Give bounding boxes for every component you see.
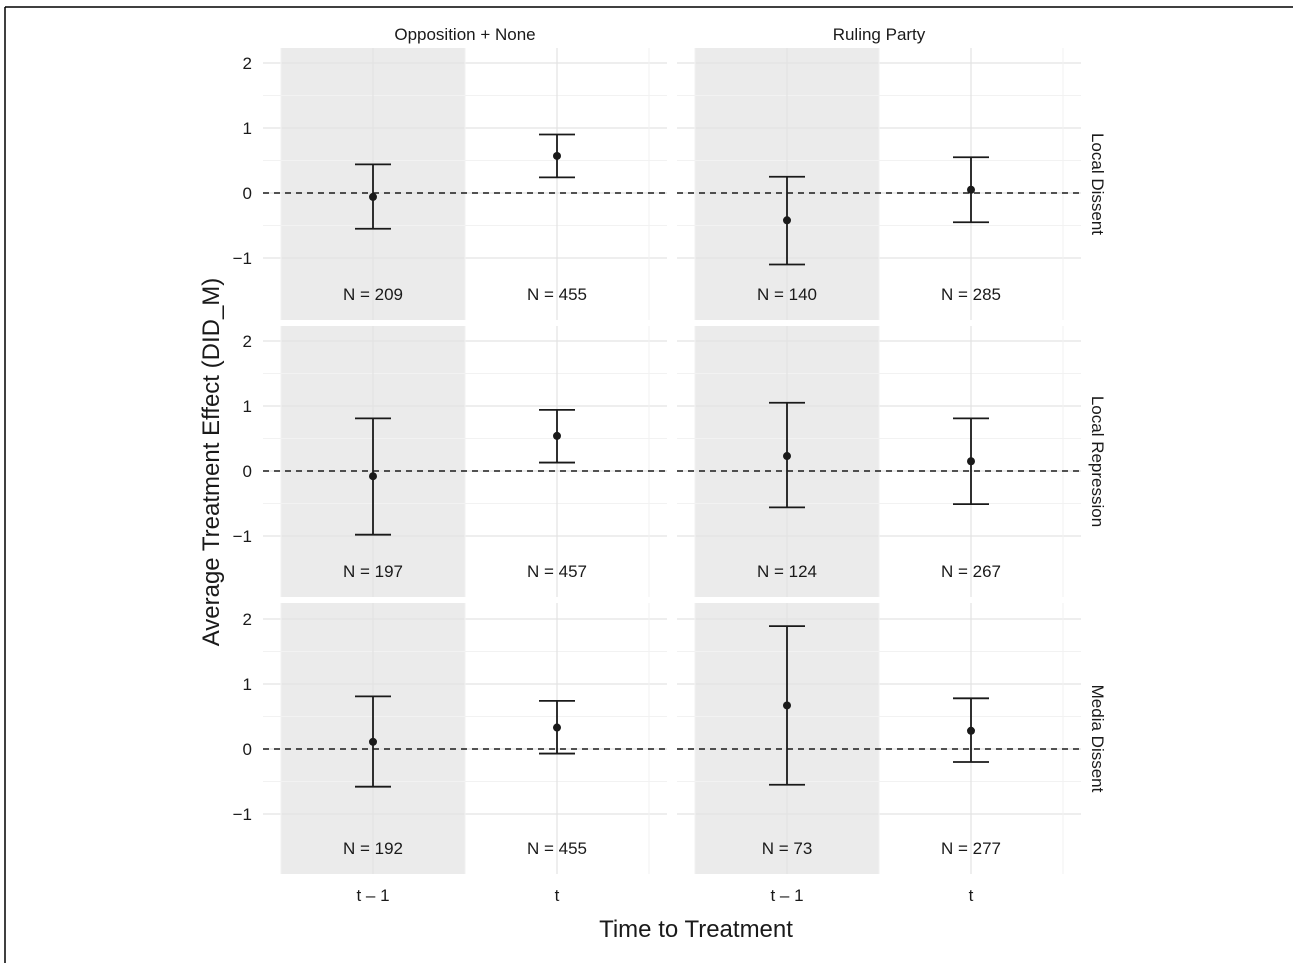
- point-estimate: [553, 431, 561, 440]
- n-label: N = 267: [941, 562, 1001, 581]
- n-label: N = 209: [343, 285, 403, 304]
- y-tick-label: 2: [243, 332, 252, 351]
- panel-opposition-none-media-dissent: N = 192 N = 455: [263, 603, 667, 874]
- n-label: N = 140: [757, 285, 817, 304]
- facet-label-media-dissent: Media Dissent: [1088, 685, 1107, 793]
- n-label: N = 285: [941, 285, 1001, 304]
- x-tick-label: t – 1: [356, 886, 389, 905]
- y-tick-label: 1: [243, 675, 252, 694]
- y-tick-label: 1: [243, 119, 252, 138]
- y-tick-label: 0: [243, 740, 252, 759]
- n-label: N = 73: [762, 839, 813, 858]
- errorbar-t: [953, 417, 989, 506]
- x-tick-label: t – 1: [770, 886, 803, 905]
- errorbar-t: [539, 133, 575, 179]
- facet-panels: N = 209 N = 455 N = 140 N = 285 N = 197 N = 4…: [263, 48, 1081, 874]
- errorbar-t-minus-1: [769, 401, 805, 509]
- n-label: N = 455: [527, 839, 587, 858]
- point-estimate: [967, 457, 975, 466]
- errorbar-t: [539, 700, 575, 755]
- point-estimate: [783, 701, 791, 710]
- y-tick-label: −1: [233, 249, 252, 268]
- errorbar-t-minus-1: [355, 695, 391, 788]
- n-label: N = 277: [941, 839, 1001, 858]
- errorbar-t-minus-1: [769, 625, 805, 786]
- y-tick-label: −1: [233, 527, 252, 546]
- errorbar-t-minus-1: [355, 417, 391, 536]
- panel-ruling-party-local-repression: N = 124 N = 267: [677, 326, 1081, 597]
- y-tick-label: −1: [233, 805, 252, 824]
- point-estimate: [967, 726, 975, 735]
- n-label: N = 457: [527, 562, 587, 581]
- facet-label-local-dissent: Local Dissent: [1088, 133, 1107, 235]
- point-estimate: [967, 185, 975, 194]
- panel-opposition-none-local-dissent: N = 209 N = 455: [263, 48, 667, 320]
- x-axis-title: Time to Treatment: [599, 916, 793, 943]
- axes: Opposition + None Ruling Party Local Disse…: [233, 25, 1107, 905]
- n-label: N = 124: [757, 562, 817, 581]
- y-axis-title: Average Treatment Effect (DID_M): [198, 278, 225, 647]
- point-estimate: [369, 737, 377, 746]
- point-estimate: [783, 452, 791, 461]
- facet-label-local-repression: Local Repression: [1088, 396, 1107, 527]
- point-estimate: [553, 723, 561, 732]
- n-label: N = 197: [343, 562, 403, 581]
- panel-opposition-none-local-repression: N = 197 N = 457: [263, 326, 667, 597]
- panel-ruling-party-media-dissent: N = 73 N = 277: [677, 603, 1081, 874]
- y-tick-label: 1: [243, 397, 252, 416]
- y-tick-label: 0: [243, 184, 252, 203]
- y-tick-label: 0: [243, 462, 252, 481]
- point-estimate: [553, 151, 561, 160]
- y-tick-label: 2: [243, 54, 252, 73]
- figure-frame: [4, 6, 1293, 963]
- x-tick-label: t: [969, 886, 974, 905]
- y-tick-label: 2: [243, 610, 252, 629]
- errorbar-t-minus-1: [355, 163, 391, 230]
- point-estimate: [369, 472, 377, 481]
- n-label: N = 192: [343, 839, 403, 858]
- errorbar-t: [953, 156, 989, 224]
- panel-ruling-party-local-dissent: N = 140 N = 285: [677, 48, 1081, 320]
- errorbar-t: [953, 697, 989, 763]
- point-estimate: [369, 192, 377, 201]
- x-tick-label: t: [555, 886, 560, 905]
- errorbar-t: [539, 408, 575, 464]
- facet-label-opposition-none: Opposition + None: [394, 25, 535, 44]
- point-estimate: [783, 216, 791, 225]
- errorbar-t-minus-1: [769, 175, 805, 266]
- n-label: N = 455: [527, 285, 587, 304]
- facet-label-ruling-party: Ruling Party: [833, 25, 926, 44]
